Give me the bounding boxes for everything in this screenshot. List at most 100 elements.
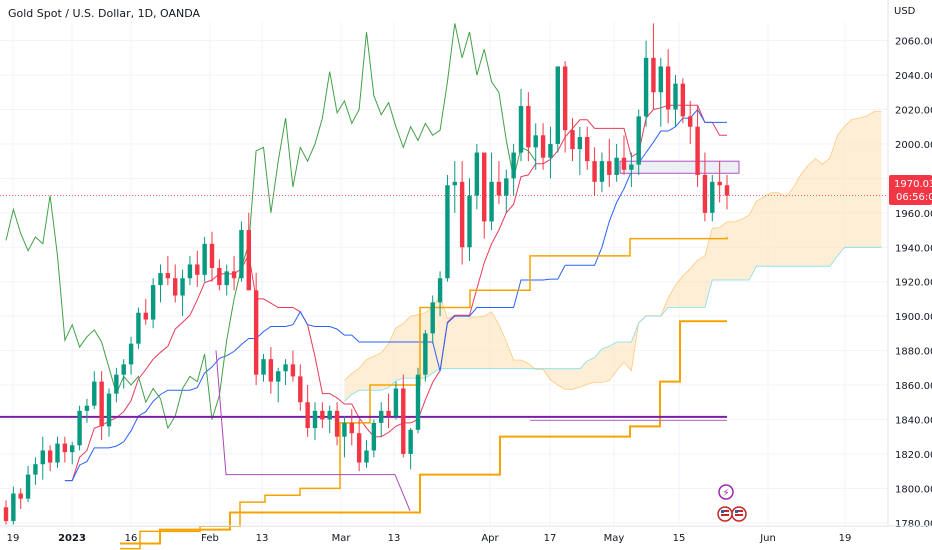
candle-body [180,278,185,296]
candle-body [482,152,487,222]
candle-body [386,410,391,417]
x-tick-label: 13 [388,533,401,544]
y-tick-label: 2020.000 [895,105,932,116]
candle-body [364,450,369,463]
tenkan-line [64,104,727,482]
candle-body [724,185,730,196]
senkou-b-line [344,246,882,402]
candle-body [459,181,465,248]
candle-body [99,381,104,427]
candle-body [128,343,134,365]
chart-annotations: ⚡ [717,484,747,522]
candle-body [408,429,413,454]
candle-body [349,422,354,434]
y-tick-label: 1900.000 [895,312,932,323]
candle-body [688,116,693,127]
candle-body [298,376,303,403]
candle-body [342,422,347,437]
y-axis: 1780.000 1800.000 1820.000 1840.000 1860.000… [887,0,932,530]
candle-body [11,493,16,522]
y-tick-label: 1920.000 [895,278,932,289]
candle-body [695,126,700,175]
candle-body [504,178,509,196]
ichimoku-cloud [344,111,882,402]
candle-body [224,271,229,286]
y-tick-label: 1940.000 [895,243,932,254]
x-tick-label: 19 [7,533,20,544]
candle-body [150,285,156,320]
candle-body [276,371,281,382]
candle-body [143,312,148,320]
candle-body [312,410,318,429]
x-tick-label: 15 [673,533,686,544]
x-tick-label: 19 [839,533,852,544]
candle-body [114,374,119,394]
candle-body [246,230,251,291]
candle-body [47,450,53,463]
purple-step-line [215,350,411,511]
candle-body [18,493,23,499]
orange-level-line [120,320,727,545]
candle-body [290,364,296,377]
countdown-label: 06:56:02 [896,192,932,203]
candle-body [55,443,60,463]
candle-body [680,83,686,117]
candle-body [511,152,516,179]
candle-body [540,135,546,158]
candle-body [305,402,310,429]
candle-body [371,422,377,451]
candle-body [3,507,9,522]
us-flag-icon [717,506,733,522]
x-tick-label: 17 [544,533,557,544]
chikou-line [5,23,537,430]
candle-body [562,66,568,131]
currency-label: USD [894,6,916,17]
candle-body [209,243,215,268]
flag-stripe [721,514,729,516]
y-tick-label: 2000.000 [895,140,932,151]
candle-body [592,161,597,182]
last-price-tag [889,175,932,205]
candle-body [467,195,472,248]
x-tick-label: 13 [256,533,269,544]
chart-title: Gold Spot / U.S. Dollar, 1D, OANDA [8,7,201,20]
candle-body [356,433,362,463]
candle-body [474,152,480,196]
candle-body [643,57,649,117]
kijun-line [64,108,727,482]
x-tick-label: Apr [481,533,499,544]
candle-body [673,83,678,110]
candle-body [518,106,524,153]
candle-body [195,264,200,275]
x-tick-label: Feb [201,533,219,544]
candle-body [320,410,325,420]
candle-body [165,273,171,279]
candle-body [548,143,553,158]
flag-stripe [735,514,743,516]
candle-body [84,405,90,411]
flag-canton [721,510,724,513]
candle-body [62,443,68,453]
y-tick-label: 1820.000 [895,450,932,461]
candle-body [710,181,715,213]
candle-body [570,130,575,150]
y-tick-label: 1800.000 [895,484,932,495]
candle-body [283,364,288,372]
candles [3,23,730,525]
candle-body [217,267,222,286]
candle-body [415,374,421,430]
candle-body [607,161,612,175]
candle-body [77,410,82,446]
candle-body [334,410,340,437]
candle-body [33,464,38,475]
candle-body [658,66,663,93]
x-tick-label: Mar [332,533,352,544]
candle-body [379,410,384,423]
candle-body [585,137,590,162]
us-flag-icon [731,506,747,522]
candle-body [231,271,237,279]
candle-body [25,474,31,499]
y-tick-label: 1860.000 [895,381,932,392]
